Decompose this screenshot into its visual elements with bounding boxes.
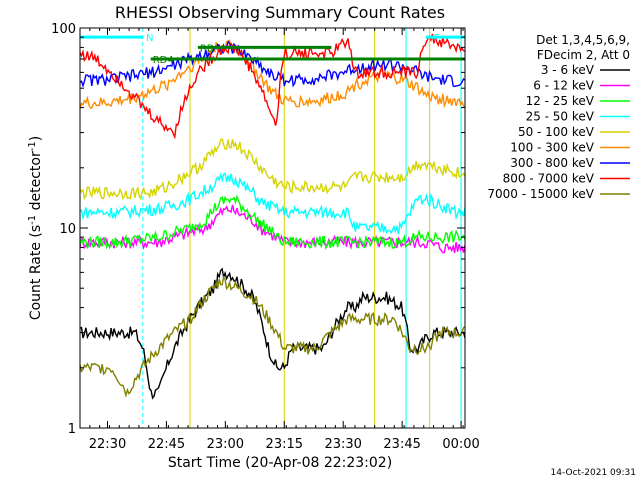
legend-entry-label: 50 - 100 keV (518, 125, 595, 139)
y-tick-label: 1 (68, 422, 76, 437)
y-axis-label-text: Count Rate (s-1 detector-1) (27, 136, 45, 320)
y-axis-label: Count Rate (s-1 detector-1) (27, 136, 45, 320)
legend-entry-label: 7000 - 15000 keV (487, 187, 594, 201)
legend-entry-label: 300 - 800 keV (510, 156, 594, 170)
legend-entry-label: 100 - 300 keV (510, 141, 594, 155)
x-tick-label: 00:00 (442, 437, 479, 452)
legend-header-line: Det 1,3,4,5,6,9, (536, 33, 630, 47)
legend-entry-label: 12 - 25 keV (526, 94, 595, 108)
series-line-2 (79, 194, 466, 250)
y-axis-label-part: Count Rate (s (28, 225, 44, 320)
y-axis-label-part: detector (28, 151, 44, 215)
legend-entry-label: 6 - 12 keV (533, 79, 595, 93)
state-label-n: N (146, 33, 153, 44)
x-tick-label: 23:30 (324, 437, 361, 452)
axes: 22:30 22:45 23:00 23:15 23:30 23:45 00:00 1 10 10… (51, 22, 480, 452)
footer-timestamp: 14-Oct-2021 09:31 (551, 468, 636, 478)
x-tick-label: 22:45 (148, 437, 185, 452)
y-tick-label: 10 (59, 222, 76, 237)
y-axis-label-part: -1 (27, 215, 38, 225)
state-label-f: F (434, 33, 440, 44)
legend-entry-label: 800 - 7000 keV (503, 172, 595, 186)
state-label-rd: RD (200, 43, 215, 54)
x-tick-label: 22:30 (89, 437, 126, 452)
series-line-7 (79, 33, 466, 140)
series-line-8 (79, 275, 466, 398)
legend: Det 1,3,4,5,6,9,FDecim 2, Att 03 - 6 keV… (487, 33, 630, 201)
series-line-1 (79, 204, 466, 254)
state-label-rd4: RD4 (153, 55, 174, 66)
x-tick-label: 23:15 (266, 437, 303, 452)
legend-entry-label: 25 - 50 keV (526, 110, 595, 124)
x-tick-label: 23:45 (383, 437, 420, 452)
series-line-5 (79, 39, 466, 109)
series-line-4 (79, 138, 466, 201)
chart-title: RHESSI Observing Summary Count Rates (115, 3, 445, 22)
y-axis-label-part: -1 (27, 141, 38, 151)
y-tick-label: 100 (51, 22, 76, 37)
legend-entry-label: 3 - 6 keV (541, 63, 595, 77)
x-tick-label: 23:00 (207, 437, 244, 452)
series-line-0 (79, 267, 466, 400)
y-axis-label-part: ) (28, 136, 44, 141)
legend-header-line: FDecim 2, Att 0 (537, 48, 630, 62)
series-line-3 (79, 172, 466, 235)
x-axis-label: Start Time (20-Apr-08 22:23:02) (168, 455, 392, 471)
series-line-6 (79, 40, 466, 88)
